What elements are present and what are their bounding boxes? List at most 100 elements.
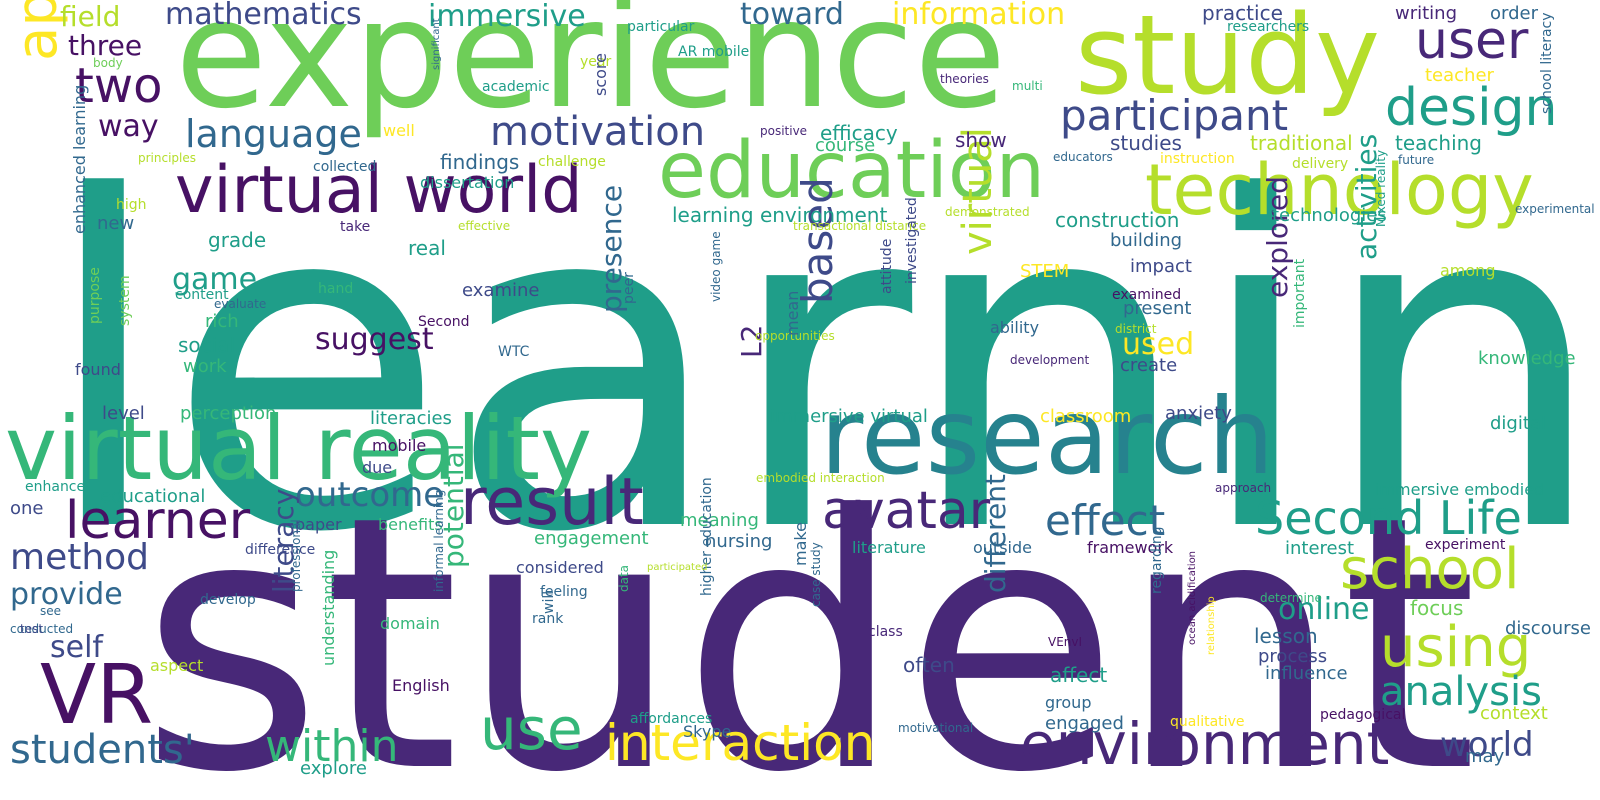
word-result: result — [460, 465, 644, 540]
word-delivery: delivery — [1292, 156, 1349, 172]
word-academic: academic — [482, 79, 550, 95]
word-building: building — [1110, 230, 1183, 251]
word-two: two — [75, 58, 163, 114]
word-high: high — [116, 197, 147, 213]
word-group: group — [1045, 693, 1092, 712]
word-paper: paper — [295, 515, 342, 534]
word-particular: particular — [627, 19, 695, 35]
word-benefits: benefits — [378, 515, 443, 534]
word-skype: Skype — [683, 722, 732, 741]
word-influence: influence — [1265, 663, 1348, 684]
word-found: found — [75, 360, 121, 379]
word-rank: rank — [532, 611, 564, 627]
word-design: design — [1385, 78, 1558, 138]
word-digital: digital — [1490, 413, 1546, 434]
word-see: see — [40, 604, 62, 618]
word-transactional-distance: transactional distance — [793, 219, 927, 233]
word-year: year — [580, 54, 612, 70]
word-order: order — [1490, 3, 1538, 24]
word-mean: mean — [783, 290, 802, 336]
word-technologies: technologies — [1272, 205, 1387, 226]
word-mathematics: mathematics — [165, 0, 362, 32]
word-educational: educational — [100, 486, 206, 507]
word-virtual-reality: virtual reality — [5, 397, 593, 500]
word-development: development — [1010, 353, 1090, 367]
word-technology: technology — [1145, 149, 1534, 231]
word-using: using — [1380, 615, 1532, 680]
word-school-literacy: school literacy — [1539, 12, 1555, 114]
word-perception: perception — [180, 403, 277, 424]
word-literacies: literacies — [370, 408, 452, 429]
word-vr: VR — [40, 648, 154, 743]
word-mixed-reality: Mixed reality — [1374, 149, 1388, 227]
word-focus: focus — [1410, 596, 1464, 620]
word-within: within — [265, 721, 399, 772]
word-feeling: feeling — [540, 584, 588, 600]
word-efficacy: efficacy — [820, 121, 898, 145]
word-well: well — [383, 121, 415, 140]
word-effect: effect — [1045, 496, 1166, 545]
word-three: three — [68, 29, 143, 62]
word-writing: writing — [1395, 3, 1458, 24]
word-based: based — [793, 177, 842, 304]
word-hand: hand — [318, 281, 354, 297]
word-experiment: experiment — [1425, 537, 1506, 553]
word-information: information — [892, 0, 1066, 32]
word-suggest: suggest — [315, 322, 434, 357]
word-explore: explore — [300, 758, 367, 779]
word-conducted: conducted — [10, 622, 74, 636]
word-one: one — [10, 498, 44, 519]
word-dissertation: dissertation — [420, 173, 515, 192]
word-field: field — [60, 0, 121, 33]
word-immersive-embodied: immersive embodied — [1375, 480, 1545, 499]
word-system: system — [117, 275, 133, 326]
word-work: work — [183, 356, 227, 377]
word-stem: STEM — [1020, 261, 1070, 282]
word-world: world — [1440, 725, 1534, 765]
word-effective: effective — [458, 219, 511, 233]
word-examined: examined — [1112, 287, 1182, 303]
word-framework: framework — [1087, 538, 1174, 557]
word-test: test — [20, 622, 44, 636]
word-knowledge: knowledge — [1478, 348, 1576, 369]
word-immersive: immersive — [428, 0, 586, 34]
word-instruction: instruction — [1160, 151, 1235, 167]
word-pedagogical: pedagogical — [1320, 707, 1406, 723]
word-learning: learning — [40, 103, 1600, 632]
word-user: user — [1415, 11, 1529, 71]
word-used: used — [1122, 327, 1195, 362]
word-real: real — [408, 236, 446, 260]
word-demonstrated: demonstrated — [945, 205, 1030, 219]
word-learner: learner — [65, 491, 251, 551]
word-multi: multi — [1012, 79, 1043, 93]
word-method: method — [10, 537, 150, 578]
word-peer: peer — [621, 272, 637, 304]
word-toward: toward — [740, 0, 844, 32]
word-use: use — [480, 695, 583, 763]
word-determine: determine — [1260, 591, 1322, 605]
word-virtual-world: virtual world — [175, 153, 583, 228]
word-ar-mobile: AR mobile — [678, 44, 750, 60]
word-application: application — [5, 0, 70, 61]
word-studies: studies — [1110, 131, 1182, 155]
word-new: new — [97, 213, 135, 234]
word-principles: principles — [138, 151, 197, 165]
word-grade: grade — [208, 228, 267, 252]
word-enhanced-learning: enhanced learning — [70, 84, 89, 234]
word-case-study: case study — [809, 542, 823, 607]
word-game: game — [172, 262, 258, 297]
word-outcome: outcome — [295, 475, 445, 515]
word-study: study — [1075, 0, 1381, 119]
word-rich: rich — [205, 311, 239, 332]
word-teaching: teaching — [1395, 131, 1483, 155]
word-difference: difference — [245, 542, 316, 558]
word-important: important — [1292, 258, 1308, 328]
word-language: language — [185, 112, 362, 156]
word-experimental: experimental — [1515, 202, 1595, 216]
word-embodied-interaction: embodied interaction — [756, 471, 885, 485]
word-show: show — [955, 128, 1007, 152]
word-course: course — [815, 135, 876, 156]
word-school: school — [1340, 537, 1520, 602]
word-construction: construction — [1055, 208, 1180, 232]
